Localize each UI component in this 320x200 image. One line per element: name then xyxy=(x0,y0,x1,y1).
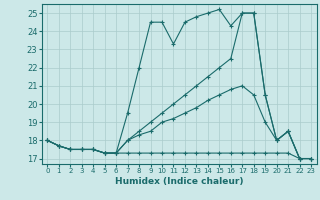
X-axis label: Humidex (Indice chaleur): Humidex (Indice chaleur) xyxy=(115,177,244,186)
